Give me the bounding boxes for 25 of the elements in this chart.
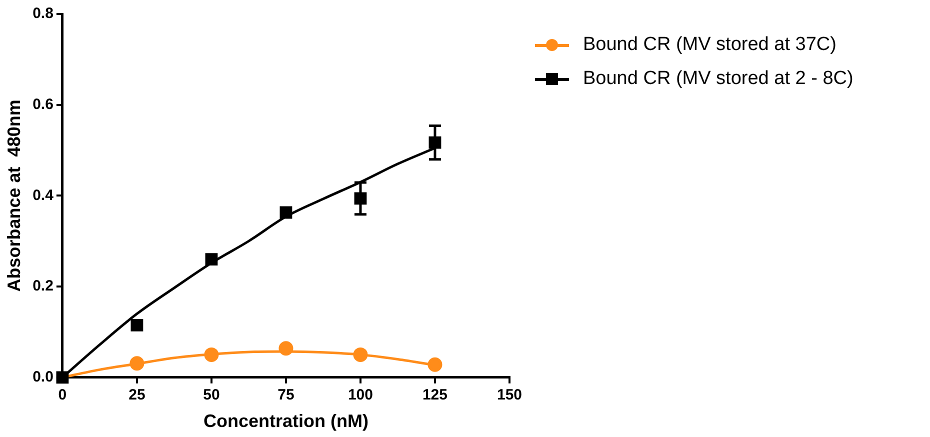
x-tick-label: 125 [422,386,448,404]
point [353,347,368,362]
legend-label: Bound CR (MV stored at 2 - 8C) [583,68,854,90]
legend-label: Bound CR (MV stored at 37C) [583,34,836,56]
point [56,371,69,384]
point [280,206,292,219]
y-axis-title: Absorbance at 480nm [4,100,24,292]
y-tick-label: 0.0 [32,368,54,386]
x-tick-label: 75 [278,386,294,404]
x-tick-label: 25 [128,386,146,404]
y-tick-label: 0.8 [32,5,54,22]
point [205,253,218,266]
point [130,318,144,332]
x-tick-label: 50 [203,386,220,404]
point [278,341,294,356]
x-tick-label: 150 [496,386,522,404]
point [428,357,442,372]
point [204,347,219,362]
y-tick-label: 0.4 [32,186,54,204]
x-tick-label: 0 [58,386,67,404]
x-tick-label: 100 [348,386,373,404]
y-tick-label: 0.2 [32,278,54,295]
point [130,356,144,371]
y-tick-label: 0.6 [32,96,54,113]
x-axis-title: Concentration (nM) [203,411,368,432]
